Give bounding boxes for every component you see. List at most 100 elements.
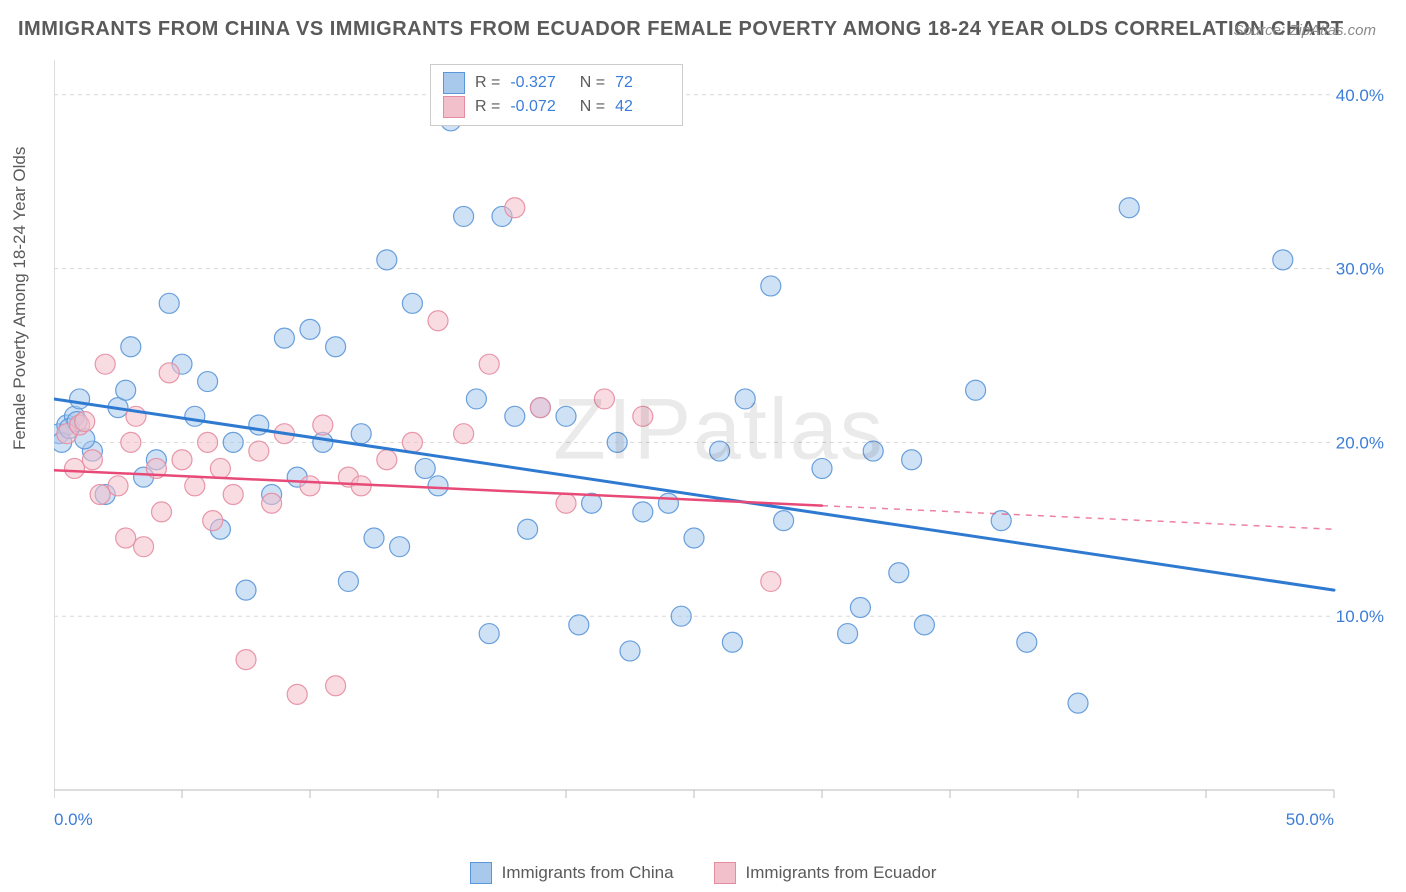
data-point (505, 198, 525, 218)
data-point (812, 458, 832, 478)
series-legend: Immigrants from China Immigrants from Ecu… (0, 862, 1406, 884)
data-point (377, 450, 397, 470)
data-point (236, 650, 256, 670)
data-point (761, 571, 781, 591)
data-point (633, 502, 653, 522)
data-point (249, 441, 269, 461)
data-point (300, 476, 320, 496)
data-point (121, 432, 141, 452)
data-point (159, 293, 179, 313)
data-point (121, 337, 141, 357)
data-point (530, 398, 550, 418)
data-point (185, 406, 205, 426)
data-point (722, 632, 742, 652)
data-point (466, 389, 486, 409)
data-point (70, 389, 90, 409)
correlation-legend-row: R =-0.072 N =42 (443, 95, 670, 119)
data-point (658, 493, 678, 513)
data-point (236, 580, 256, 600)
series-legend-item: Immigrants from China (470, 862, 674, 884)
data-point (607, 432, 627, 452)
data-point (198, 372, 218, 392)
data-point (198, 432, 218, 452)
data-point (620, 641, 640, 661)
y-tick-label: 30.0% (1336, 260, 1384, 279)
data-point (134, 537, 154, 557)
data-point (774, 511, 794, 531)
r-label: R = (475, 95, 500, 119)
data-point (850, 598, 870, 618)
r-label: R = (475, 71, 500, 95)
data-point (326, 676, 346, 696)
data-point (203, 511, 223, 531)
data-point (633, 406, 653, 426)
n-value: 72 (615, 71, 670, 95)
data-point (1017, 632, 1037, 652)
data-point (479, 354, 499, 374)
data-point (505, 406, 525, 426)
series-legend-item: Immigrants from Ecuador (714, 862, 937, 884)
data-point (377, 250, 397, 270)
legend-swatch (443, 72, 465, 94)
series-legend-label: Immigrants from China (502, 863, 674, 883)
data-point (223, 485, 243, 505)
data-point (116, 380, 136, 400)
y-tick-label: 20.0% (1336, 433, 1384, 452)
data-point (262, 493, 282, 513)
data-point (287, 684, 307, 704)
n-label: N = (575, 95, 605, 119)
data-point (172, 450, 192, 470)
n-label: N = (575, 71, 605, 95)
y-tick-label: 40.0% (1336, 86, 1384, 105)
data-point (82, 450, 102, 470)
data-point (518, 519, 538, 539)
data-point (1119, 198, 1139, 218)
data-point (761, 276, 781, 296)
series-legend-label: Immigrants from Ecuador (746, 863, 937, 883)
regression-line (54, 399, 1334, 590)
data-point (64, 458, 84, 478)
source-attribution: Source: ZipAtlas.com (1233, 22, 1376, 39)
legend-swatch (714, 862, 736, 884)
data-point (210, 458, 230, 478)
data-point (326, 337, 346, 357)
data-point (479, 624, 499, 644)
data-point (390, 537, 410, 557)
x-tick-label: 50.0% (1286, 810, 1334, 829)
data-point (710, 441, 730, 461)
chart-title: IMMIGRANTS FROM CHINA VS IMMIGRANTS FROM… (18, 18, 1344, 41)
data-point (300, 319, 320, 339)
data-point (889, 563, 909, 583)
y-axis-label: Female Poverty Among 18-24 Year Olds (10, 147, 30, 450)
data-point (159, 363, 179, 383)
r-value: -0.327 (510, 71, 565, 95)
data-point (338, 571, 358, 591)
data-point (402, 293, 422, 313)
scatter-chart: 10.0% 20.0% 30.0% 40.0% 0.0% 50.0% (54, 60, 1384, 830)
r-value: -0.072 (510, 95, 565, 119)
data-point (838, 624, 858, 644)
data-point (914, 615, 934, 635)
data-point (185, 476, 205, 496)
data-point (1273, 250, 1293, 270)
data-point (152, 502, 172, 522)
data-point (735, 389, 755, 409)
correlation-legend: R =-0.327 N =72R =-0.072 N =42 (430, 64, 683, 126)
data-point (556, 493, 576, 513)
data-point (108, 476, 128, 496)
data-point (402, 432, 422, 452)
data-point (274, 328, 294, 348)
chart-area: 10.0%20.0%30.0%40.0%0.0%50.0% ZIPatlas (54, 60, 1384, 830)
data-point (454, 424, 474, 444)
data-point (116, 528, 136, 548)
x-tick-label: 0.0% (54, 810, 93, 829)
data-point (428, 476, 448, 496)
y-tick-label: 10.0% (1336, 607, 1384, 626)
data-point (428, 311, 448, 331)
data-point (364, 528, 384, 548)
data-point (902, 450, 922, 470)
data-point (454, 206, 474, 226)
data-point (415, 458, 435, 478)
data-point (313, 415, 333, 435)
data-point (556, 406, 576, 426)
